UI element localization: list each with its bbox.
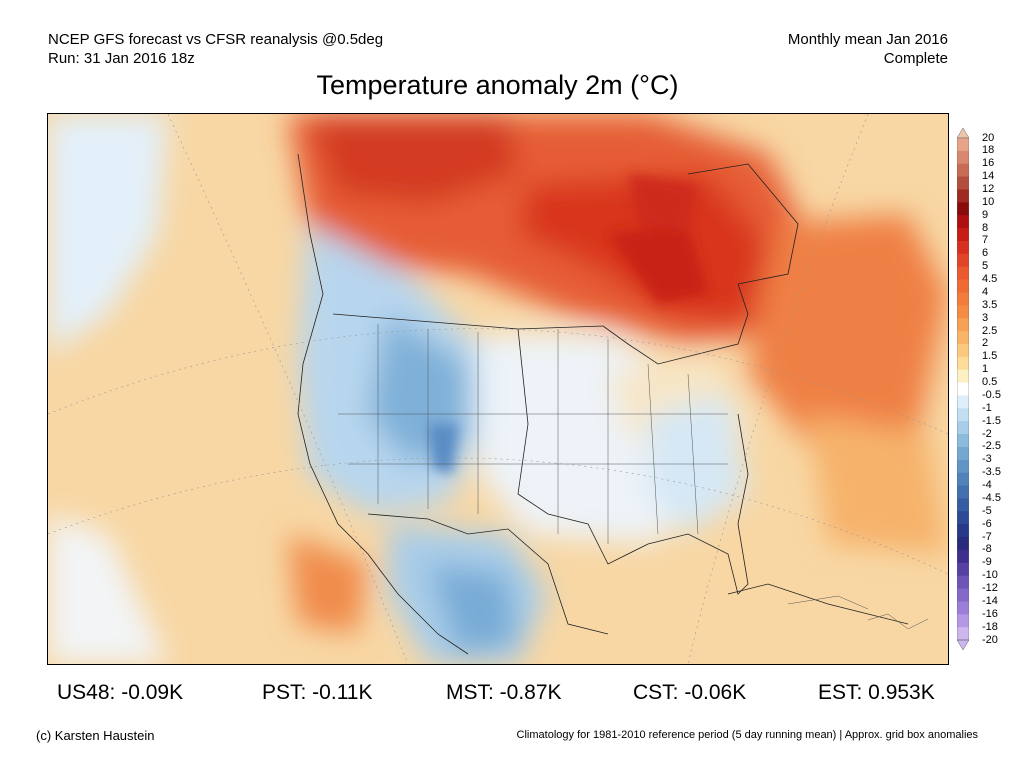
colorbar-arrow-bottom xyxy=(957,639,969,650)
colorbar-label: -7 xyxy=(982,530,992,543)
colorbar-swatch xyxy=(957,498,969,512)
colorbar-label: 8 xyxy=(982,221,989,234)
colorbar-swatch xyxy=(957,614,969,628)
colorbar-label: 20 xyxy=(982,131,995,144)
colorbar-swatch xyxy=(957,511,969,525)
colorbar-swatch xyxy=(957,408,969,422)
colorbar xyxy=(957,128,969,650)
colorbar-swatch xyxy=(957,446,969,461)
colorbar-swatch xyxy=(957,292,969,306)
colorbar-label: -12 xyxy=(982,582,998,594)
colorbar-label: 5 xyxy=(982,260,989,273)
colorbar-label: -1 xyxy=(982,401,992,414)
colorbar-label: -1.5 xyxy=(982,414,1001,427)
colorbar-swatch xyxy=(957,202,969,216)
colorbar-swatch xyxy=(957,369,969,384)
colorbar-swatch xyxy=(957,524,969,538)
colorbar-arrow-top xyxy=(957,128,969,139)
colorbar-label: 4 xyxy=(982,285,989,298)
colorbar-swatch xyxy=(957,472,969,487)
colorbar-label: -16 xyxy=(982,607,998,620)
colorbar-swatch xyxy=(957,537,969,551)
colorbar-label: 1 xyxy=(982,363,989,376)
colorbar-swatch xyxy=(957,150,969,165)
model-description: NCEP GFS forecast vs CFSR reanalysis @0.… xyxy=(48,31,384,48)
colorbar-label: 16 xyxy=(982,157,995,170)
colorbar-label: -14 xyxy=(982,594,998,607)
colorbar-label: 14 xyxy=(982,170,995,183)
colorbar-swatch xyxy=(957,240,969,255)
header-right: Monthly mean Jan 2016 Complete xyxy=(788,30,948,68)
climatology-note: Climatology for 1981-2010 reference peri… xyxy=(516,729,978,741)
colorbar-swatch xyxy=(957,459,969,474)
colorbar-swatch xyxy=(957,485,969,499)
colorbar-label: -3.5 xyxy=(982,466,1001,479)
colorbar-swatch xyxy=(957,549,969,564)
stat-mst: MST: -0.87K xyxy=(446,681,562,704)
colorbar-swatch xyxy=(957,434,969,448)
colorbar-label: 2.5 xyxy=(982,324,998,337)
colorbar-swatch xyxy=(957,575,969,590)
status-label: Complete xyxy=(883,50,948,67)
colorbar-label: -2.5 xyxy=(982,440,1001,453)
colorbar-label: 3 xyxy=(982,311,989,324)
stat-cst: CST: -0.06K xyxy=(633,681,747,704)
colorbar-swatch xyxy=(957,215,969,229)
header-left: NCEP GFS forecast vs CFSR reanalysis @0.… xyxy=(48,30,383,68)
colorbar-label: 2 xyxy=(982,337,989,350)
colorbar-label: -0.5 xyxy=(982,388,1001,401)
colorbar-label: -18 xyxy=(982,620,998,633)
colorbar-swatch xyxy=(957,395,969,409)
colorbar-label: 4.5 xyxy=(982,273,998,286)
copyright: (c) Karsten Haustein xyxy=(36,728,155,743)
map-graphic xyxy=(48,114,948,664)
colorbar-swatch xyxy=(957,627,969,641)
colorbar-swatch xyxy=(957,601,969,615)
colorbar-swatch xyxy=(957,331,969,345)
colorbar-swatch xyxy=(957,562,969,577)
colorbar-label: 1.5 xyxy=(982,350,998,363)
colorbar-swatch xyxy=(957,343,969,358)
colorbar-label: 3.5 xyxy=(982,298,998,311)
stat-us48: US48: -0.09K xyxy=(57,681,184,704)
colorbar-label: -4.5 xyxy=(982,491,1001,504)
colorbar-swatch xyxy=(957,176,969,190)
colorbar-label: 12 xyxy=(982,182,995,195)
colorbar-label: 0.5 xyxy=(982,376,998,389)
colorbar-swatch xyxy=(957,356,969,371)
colorbar-swatch xyxy=(957,318,969,332)
colorbar-swatch xyxy=(957,421,969,435)
colorbar-label: 18 xyxy=(982,144,995,157)
colorbar-label: 6 xyxy=(982,247,989,260)
colorbar-label: -4 xyxy=(982,479,992,492)
colorbar-swatch xyxy=(957,382,969,396)
colorbar-swatch xyxy=(957,228,969,242)
colorbar-label: -10 xyxy=(982,569,998,582)
colorbar-label: -3 xyxy=(982,453,992,466)
map-title: Temperature anomaly 2m (°C) xyxy=(316,70,679,100)
colorbar-swatch xyxy=(957,588,969,602)
stat-pst: PST: -0.11K xyxy=(262,681,373,704)
colorbar-swatch xyxy=(957,279,969,293)
stat-est: EST: 0.953K xyxy=(818,681,935,704)
colorbar-label: -20 xyxy=(982,633,998,646)
period-label: Monthly mean Jan 2016 xyxy=(787,31,948,48)
colorbar-label: -2 xyxy=(982,427,992,440)
colorbar-label: 9 xyxy=(982,208,989,221)
colorbar-swatch xyxy=(957,266,969,281)
colorbar-swatch xyxy=(957,305,969,319)
anomaly-map xyxy=(47,113,949,665)
colorbar-swatch xyxy=(957,189,969,203)
colorbar-swatch xyxy=(957,253,969,268)
colorbar-swatch xyxy=(957,138,969,152)
colorbar-swatch xyxy=(957,163,969,178)
colorbar-label: 10 xyxy=(982,195,995,208)
colorbar-label: -6 xyxy=(982,517,992,530)
colorbar-label: 7 xyxy=(982,234,989,247)
colorbar-label: -9 xyxy=(982,556,992,569)
run-time: Run: 31 Jan 2016 18z xyxy=(48,50,195,67)
colorbar-label: -5 xyxy=(982,504,992,517)
colorbar-label: -8 xyxy=(982,543,992,556)
